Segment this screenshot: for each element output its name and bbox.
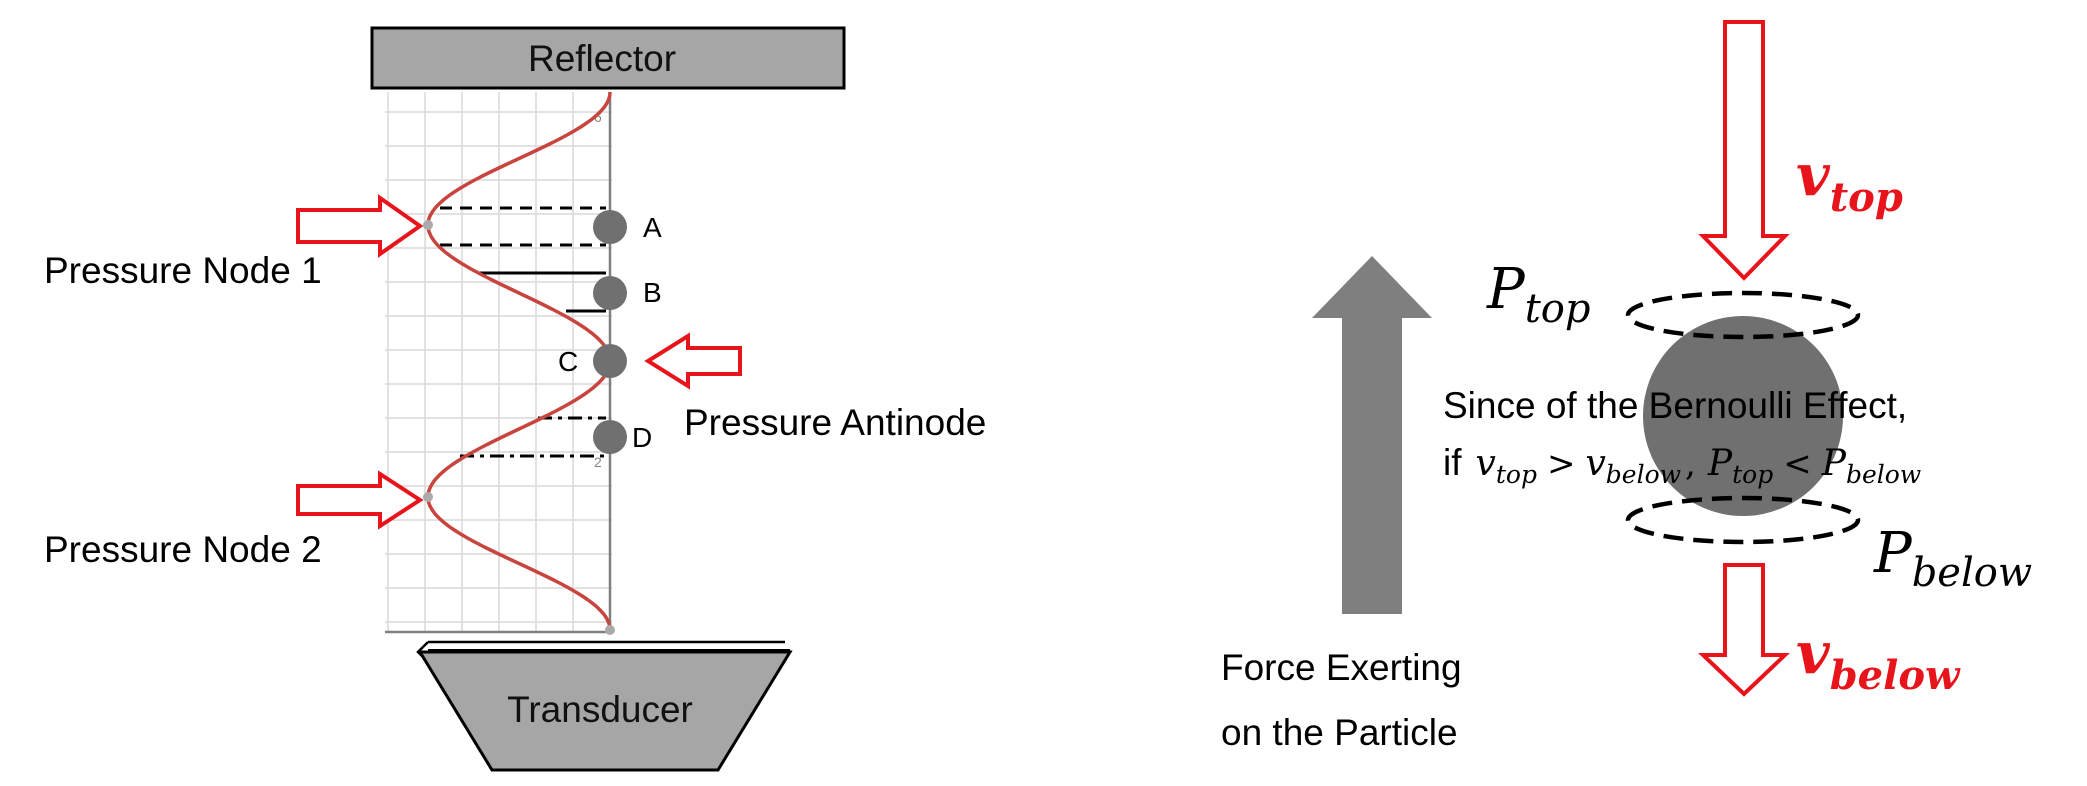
antinode-arrow-icon <box>644 332 742 390</box>
particle-c <box>593 344 627 378</box>
v-below-arrow-icon <box>1697 563 1791 697</box>
force-label-line2: on the Particle <box>1221 712 1458 753</box>
particles: A B C D <box>558 210 662 454</box>
particle-label-c: C <box>558 346 578 377</box>
transducer-label: Transducer <box>507 689 693 730</box>
bernoulli-statement: Since of the Bernoulli Effect, <box>1443 385 1907 426</box>
levitated-particle <box>1643 316 1843 516</box>
node2-arrow-icon <box>296 470 424 530</box>
particle-label-a: A <box>643 212 662 243</box>
left-diagram: 6 2 Reflector Transducer <box>44 26 986 772</box>
transducer: Transducer <box>416 640 793 772</box>
node2-label: Pressure Node 2 <box>44 529 322 570</box>
particle-label-d: D <box>632 422 652 453</box>
node2-point <box>423 492 433 502</box>
pressure-wave-curve <box>426 91 612 631</box>
particle-b <box>593 276 627 310</box>
wave-end-point <box>605 625 615 635</box>
particle-a <box>593 210 627 244</box>
force-label-line1: Force Exerting <box>1221 647 1462 688</box>
top-pressure-ellipse <box>1625 290 1861 340</box>
reflector: Reflector <box>370 26 846 90</box>
p-top-symbol: Ptop <box>1486 257 1590 332</box>
right-diagram: Force Exerting on the Particle vtop vbel… <box>1221 20 2032 753</box>
force-arrow-icon <box>1312 256 1432 614</box>
node1-label: Pressure Node 1 <box>44 250 322 291</box>
v-below-symbol: vbelow <box>1796 619 1961 699</box>
below-pressure-ellipse <box>1625 495 1861 545</box>
particle-d <box>593 420 627 454</box>
node1-arrow-icon <box>296 194 424 258</box>
node-marker-lines <box>440 206 606 458</box>
node1-point <box>423 220 433 230</box>
antinode-label: Pressure Antinode <box>684 402 986 443</box>
v-top-symbol: vtop <box>1796 141 1903 221</box>
axis-tick-top: 6 <box>594 109 602 125</box>
axis-tick-bottom: 2 <box>594 454 602 470</box>
p-below-symbol: Pbelow <box>1873 521 2032 596</box>
v-top-arrow-icon <box>1698 20 1790 281</box>
bernoulli-inequality: if vtop > vbelow , Ptop < Pbelow <box>1443 442 1921 489</box>
particle-label-b: B <box>643 277 662 308</box>
reflector-label: Reflector <box>528 38 676 79</box>
